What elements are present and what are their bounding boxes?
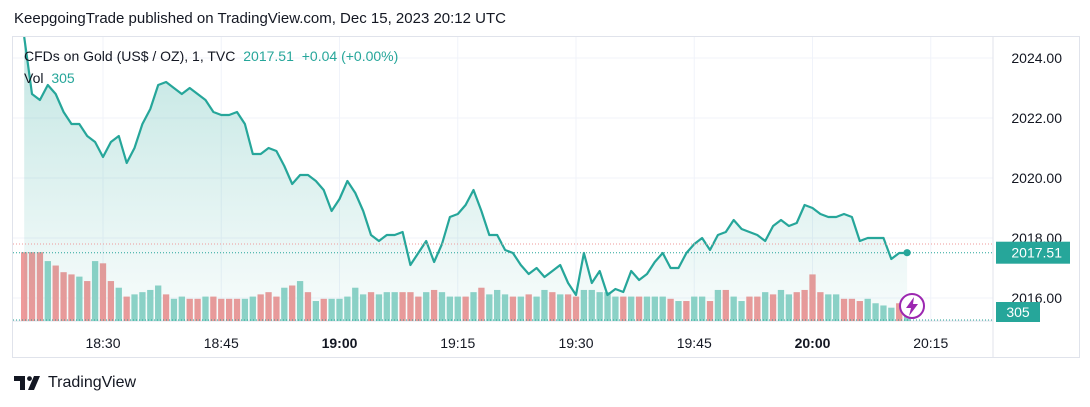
tradingview-brand: TradingView [48, 374, 137, 391]
publisher-line: KeepgoingTrade published on TradingView.… [14, 10, 506, 27]
symbol-name: CFDs on Gold (US$ / OZ), 1, TVC [24, 48, 236, 64]
volume-bar [21, 252, 28, 321]
volume-value: 305 [51, 70, 75, 86]
last-volume-tag-label: 305 [1006, 304, 1030, 320]
price-area [23, 37, 908, 321]
last-price-tag-label: 2017.51 [1011, 245, 1062, 261]
y-tick-label: 2022.00 [1011, 110, 1062, 126]
volume-legend[interactable]: Vol 305 [24, 70, 75, 86]
price-axis[interactable]: 2024.002022.002020.002018.002016.002017.… [996, 50, 1070, 322]
last-volume-tag [996, 302, 1040, 322]
x-tick-label: 20:15 [913, 335, 948, 351]
markers [13, 243, 993, 321]
x-tick-label: 20:00 [795, 335, 831, 351]
last-price-tag [996, 241, 1070, 264]
last-price: 2017.51 [243, 48, 294, 64]
x-tick-label: 19:30 [558, 335, 593, 351]
last-price-dot [903, 249, 911, 257]
y-tick-label: 2024.00 [1011, 50, 1062, 66]
volume-label: Vol [24, 70, 44, 86]
chart-frame [12, 36, 1080, 358]
lightning-bolt-icon [906, 297, 918, 316]
y-tick-label: 2020.00 [1011, 170, 1062, 186]
tradingview-logo-icon [14, 376, 40, 390]
price-line [23, 37, 908, 297]
symbol-legend[interactable]: CFDs on Gold (US$ / OZ), 1, TVC 2017.51 … [24, 48, 398, 64]
x-tick-label: 19:15 [440, 335, 475, 351]
time-axis[interactable]: 18:30 18:45 19:00 19:15 19:30 19:45 20:00 20:15 [85, 335, 948, 351]
price-area-fill [24, 37, 908, 321]
x-tick-label: 18:30 [85, 335, 120, 351]
x-tick-label: 19:45 [677, 335, 712, 351]
x-tick-label: 19:00 [322, 335, 358, 351]
price-change: +0.04 (+0.00%) [301, 48, 399, 64]
x-tick-label: 18:45 [204, 335, 239, 351]
tradingview-footer[interactable]: TradingView [14, 374, 136, 392]
